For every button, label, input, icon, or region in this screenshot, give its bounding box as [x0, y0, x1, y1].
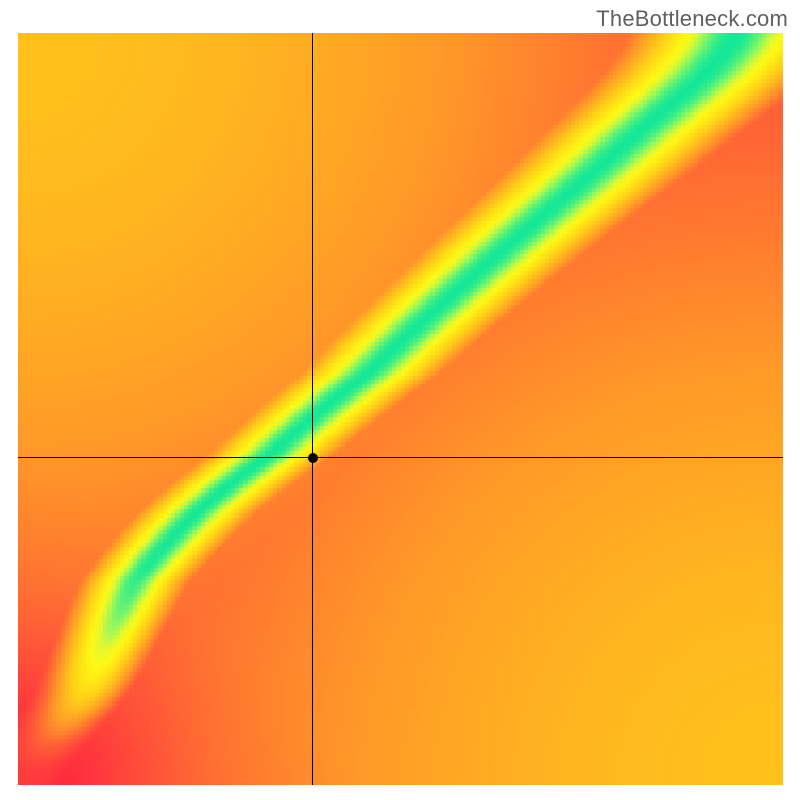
crosshair-vertical — [312, 33, 313, 785]
crosshair-horizontal — [18, 457, 783, 458]
crosshair-dot — [308, 453, 318, 463]
chart-container: { "watermark_text": "TheBottleneck.com",… — [0, 0, 800, 800]
bottleneck-heatmap — [18, 33, 783, 785]
watermark-text: TheBottleneck.com — [596, 6, 788, 32]
